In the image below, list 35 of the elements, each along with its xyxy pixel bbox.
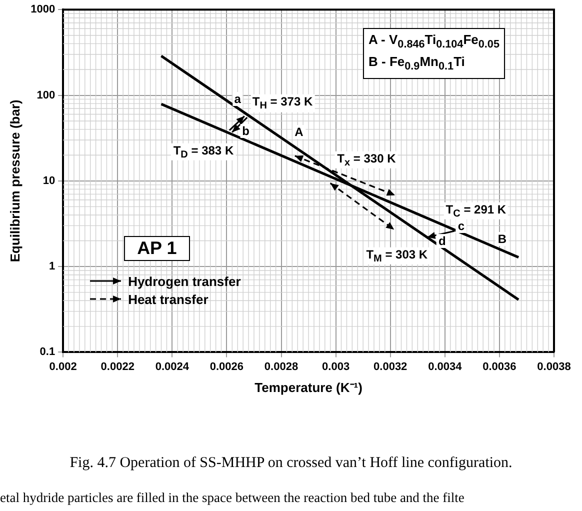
annotation: Hydrogen transfer bbox=[128, 274, 241, 289]
y-tick-label: 10 bbox=[42, 174, 56, 187]
annotation: b bbox=[240, 124, 252, 138]
annotation: a bbox=[232, 92, 243, 106]
annotation: AP 1 bbox=[124, 236, 190, 261]
x-tick-label: 0.0022 bbox=[100, 360, 134, 373]
x-tick-label: 0.0034 bbox=[428, 360, 463, 373]
annotation: d bbox=[436, 234, 448, 248]
x-tick-label: 0.0024 bbox=[155, 360, 190, 373]
annotation: T$_{x}$ = 330 K bbox=[335, 150, 398, 168]
x-tick-label: 0.0032 bbox=[374, 360, 408, 373]
annotation: T$_{H}$ = 373 K bbox=[250, 94, 315, 112]
caption: Fig. 4.7 Operation of SS-MHHP on crossed van’t Hoff line configuration. bbox=[68, 455, 514, 472]
annotation: Heat transfer bbox=[128, 292, 208, 307]
x-tick-label: 0.002 bbox=[49, 360, 77, 373]
annotation: B bbox=[496, 232, 509, 246]
annotation: A - V$_{0.846}$Ti$_{0.104}$Fe$_{0.05}$ bbox=[368, 30, 500, 52]
y-tick-label: 1000 bbox=[30, 4, 56, 16]
text: etal hydride particles are filled in the space between the reaction bed tube and the filte bbox=[0, 490, 464, 506]
annotation: B - Fe$_{0.9}$Mn$_{0.1}$Ti bbox=[368, 53, 466, 75]
x-tick-label: 0.003 bbox=[322, 360, 350, 373]
annotation: A bbox=[292, 125, 306, 140]
y-tick-label: 0.1 bbox=[40, 346, 56, 358]
annotation: T$_{M}$ = 303 K bbox=[364, 246, 430, 264]
x-tick-label: 0.0036 bbox=[482, 360, 516, 373]
x-axis-title: Temperature (K⁻¹) bbox=[254, 380, 362, 395]
y-tick-label: 1 bbox=[48, 260, 56, 273]
y-axis-title: Equilibrium pressure (bar) bbox=[7, 100, 22, 262]
x-tick-label: 0.0026 bbox=[210, 360, 244, 373]
annotation: T$_{C}$ = 291 K bbox=[444, 202, 508, 220]
x-tick-label: 0.0038 bbox=[537, 360, 571, 373]
y-tick-label: 100 bbox=[36, 89, 56, 102]
annotation: c bbox=[456, 218, 467, 233]
x-tick-label: 0.0028 bbox=[264, 360, 298, 373]
annotation: T$_{D}$ = 383 K bbox=[171, 143, 236, 160]
